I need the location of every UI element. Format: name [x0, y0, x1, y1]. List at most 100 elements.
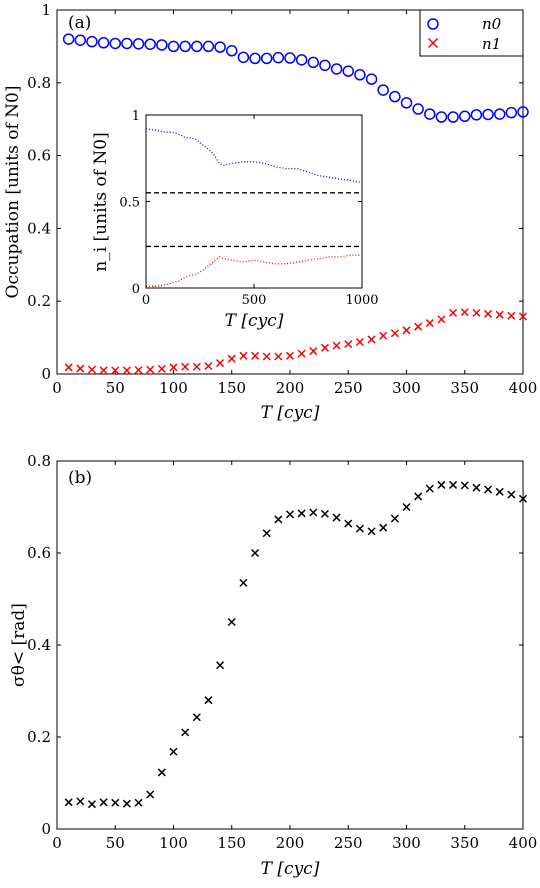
n1-point — [181, 362, 190, 371]
n0-point — [377, 84, 389, 96]
n0-point — [365, 73, 378, 85]
n1-point — [87, 365, 96, 374]
n1-point — [367, 335, 376, 344]
n0-point — [74, 34, 87, 46]
legend-box — [419, 9, 524, 57]
sigma-point — [146, 790, 155, 799]
sigma-point — [425, 484, 434, 493]
n0-series — [62, 33, 529, 123]
inset-n0-line — [145, 128, 363, 184]
sigma-point — [134, 798, 143, 807]
n0-point — [284, 52, 296, 64]
n1-point — [134, 365, 143, 375]
n1-point — [332, 341, 341, 350]
sigma-point — [262, 529, 271, 538]
inset-y-tick-label: 0.5 — [119, 196, 140, 211]
panel-a-x-tick-label: 150 — [217, 379, 246, 397]
sigma-point — [216, 661, 225, 670]
n0-point — [400, 97, 413, 109]
sigma-point — [251, 548, 260, 558]
legend-n1-label: n1 — [482, 35, 501, 53]
sigma-point — [309, 508, 318, 517]
n1-point — [169, 363, 178, 372]
panel-b-y-tick-label: 0.2 — [27, 728, 51, 746]
n0-point — [214, 41, 226, 53]
n1-point — [146, 365, 155, 374]
n0-point — [202, 40, 215, 53]
sigma-point — [157, 768, 166, 777]
n1-point — [484, 309, 493, 318]
n1-point — [518, 312, 528, 321]
n1-point — [425, 319, 434, 328]
n1-point — [355, 337, 364, 346]
n0-point — [109, 37, 121, 50]
sigma-point — [169, 747, 178, 756]
n0-point — [435, 111, 448, 123]
panel-a-x-tick-label: 350 — [450, 379, 479, 397]
sigma-point — [460, 481, 469, 490]
n1-point — [204, 361, 213, 371]
legend-n0-label: n0 — [482, 15, 502, 33]
panel-b-y-tick-label: 0.4 — [27, 636, 51, 654]
n1-point — [227, 354, 236, 363]
sigma-point — [297, 509, 306, 518]
sigma-point — [507, 490, 516, 499]
sigma-point — [239, 578, 248, 587]
n1-point — [472, 308, 481, 317]
inset-chart: 0 500 1000 00.51 T [cyc] n_i [units of N0] — [91, 109, 379, 331]
panel-b-y-axis-label: σθ< [rad] — [9, 603, 29, 687]
panel-b-x-axis-label: T [cyc] — [261, 859, 320, 879]
n1-point — [507, 311, 516, 320]
panel-a-x-tick-label: 0 — [52, 379, 62, 397]
panel-a: 0 50 100 150 200 250 300 350 400 00.20.40.60.81 … — [3, 1, 537, 423]
n0-point — [330, 63, 343, 75]
sigma-point — [495, 487, 504, 496]
n0-point — [505, 106, 518, 119]
inset-x-tick-label: 1000 — [345, 293, 378, 308]
panel-a-y-ticks: 0 0.2 0.4 0.6 0.8 1 — [27, 1, 523, 383]
n1-point — [122, 366, 131, 375]
n1-point — [274, 352, 283, 361]
inset-x-ticks: 0 500 1000 — [142, 115, 379, 308]
inset-frame — [145, 114, 363, 289]
panel-b-y-tick-label: 0 — [41, 820, 51, 838]
n0-point — [167, 40, 180, 53]
n1-point — [111, 366, 120, 375]
sigma-point — [344, 519, 353, 528]
sigma-point — [181, 728, 190, 737]
n0-point — [237, 51, 250, 64]
n0-point — [86, 35, 98, 48]
n1-point — [379, 331, 388, 340]
n0-point — [249, 52, 261, 65]
panel-a-x-axis-label: T [cyc] — [261, 403, 320, 423]
sigma-point — [76, 797, 85, 806]
n0-point — [389, 90, 401, 103]
panel-a-y-tick-label: 0.8 — [27, 74, 51, 92]
panel-a-x-tick-label: 250 — [334, 379, 363, 397]
sigma-point — [414, 492, 423, 501]
panel-b-frame — [56, 460, 524, 830]
panel-b-y-tick-label: 0.8 — [27, 452, 51, 470]
n1-point — [437, 315, 446, 324]
n1-point — [309, 347, 318, 356]
sigma-point — [320, 509, 329, 518]
sigma-point — [192, 713, 201, 722]
n1-point — [251, 351, 260, 360]
n1-point — [297, 349, 306, 358]
sigma-point — [402, 502, 411, 512]
sigma-point — [484, 485, 493, 494]
panel-a-x-tick-label: 50 — [106, 379, 125, 397]
n0-point — [319, 59, 331, 72]
n0-point — [272, 51, 285, 64]
n1-series — [64, 308, 528, 375]
legend-n1-marker — [427, 37, 439, 49]
sigma-point — [518, 494, 528, 503]
n0-point — [132, 38, 145, 50]
sigma-point — [472, 483, 481, 492]
panel-a-x-tick-label: 100 — [159, 379, 188, 397]
n1-point — [239, 351, 248, 360]
sigma-series — [64, 480, 528, 809]
n1-point — [76, 364, 85, 373]
n1-point — [99, 366, 108, 375]
n1-point — [460, 308, 469, 317]
